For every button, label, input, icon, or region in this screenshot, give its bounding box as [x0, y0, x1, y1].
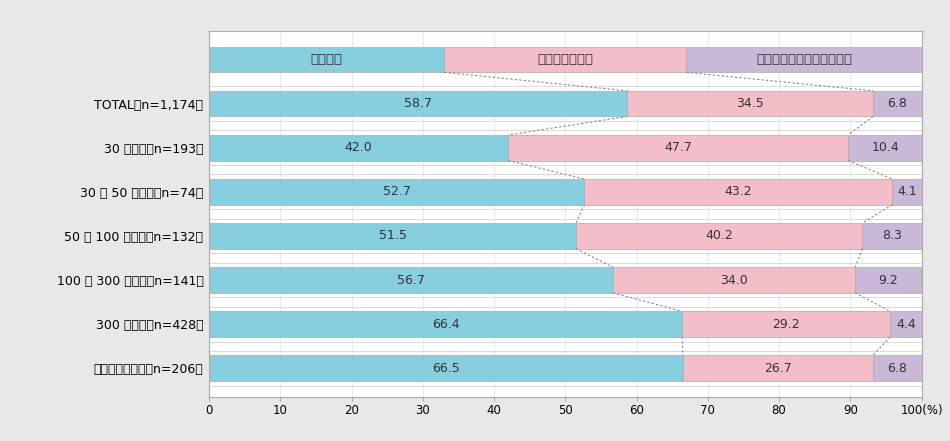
- Text: 58.7: 58.7: [404, 97, 432, 110]
- Text: 47.7: 47.7: [664, 141, 693, 154]
- Bar: [444, 47, 686, 72]
- Text: 34.0: 34.0: [720, 273, 748, 287]
- Text: 29.2: 29.2: [772, 318, 800, 331]
- Bar: [576, 223, 863, 249]
- Bar: [686, 47, 922, 72]
- Text: 10.4: 10.4: [871, 141, 899, 154]
- Bar: [890, 311, 922, 337]
- Bar: [892, 179, 922, 205]
- Bar: [508, 135, 848, 161]
- Text: 52.7: 52.7: [383, 185, 410, 198]
- Bar: [209, 179, 584, 205]
- Text: 6.8: 6.8: [887, 362, 907, 375]
- Text: 56.7: 56.7: [397, 273, 425, 287]
- Bar: [863, 223, 922, 249]
- Bar: [209, 223, 576, 249]
- Text: 4.1: 4.1: [897, 185, 917, 198]
- Bar: [848, 135, 922, 161]
- Text: 取得していない: 取得していない: [538, 53, 593, 66]
- Bar: [209, 311, 682, 337]
- Text: 66.5: 66.5: [432, 362, 460, 375]
- Text: 8.3: 8.3: [882, 229, 902, 243]
- Bar: [584, 179, 892, 205]
- Text: 26.7: 26.7: [764, 362, 791, 375]
- Text: 42.0: 42.0: [345, 141, 372, 154]
- Text: 40.2: 40.2: [705, 229, 733, 243]
- Bar: [209, 267, 613, 293]
- Text: 51.5: 51.5: [378, 229, 407, 243]
- Text: 4.4: 4.4: [896, 318, 916, 331]
- Bar: [613, 267, 855, 293]
- Bar: [209, 91, 627, 116]
- Bar: [209, 355, 683, 381]
- Bar: [627, 91, 873, 116]
- Bar: [682, 311, 890, 337]
- Text: 6.8: 6.8: [887, 97, 907, 110]
- Text: 66.4: 66.4: [431, 318, 460, 331]
- Text: 43.2: 43.2: [725, 185, 752, 198]
- Text: 34.5: 34.5: [736, 97, 764, 110]
- Bar: [873, 355, 922, 381]
- Bar: [683, 355, 873, 381]
- Bar: [855, 267, 921, 293]
- Bar: [873, 91, 922, 116]
- Bar: [209, 47, 444, 72]
- Text: わからない・覚えていない: わからない・覚えていない: [756, 53, 852, 66]
- Text: 取得した: 取得した: [311, 53, 343, 66]
- Text: 9.2: 9.2: [878, 273, 898, 287]
- Bar: [209, 135, 508, 161]
